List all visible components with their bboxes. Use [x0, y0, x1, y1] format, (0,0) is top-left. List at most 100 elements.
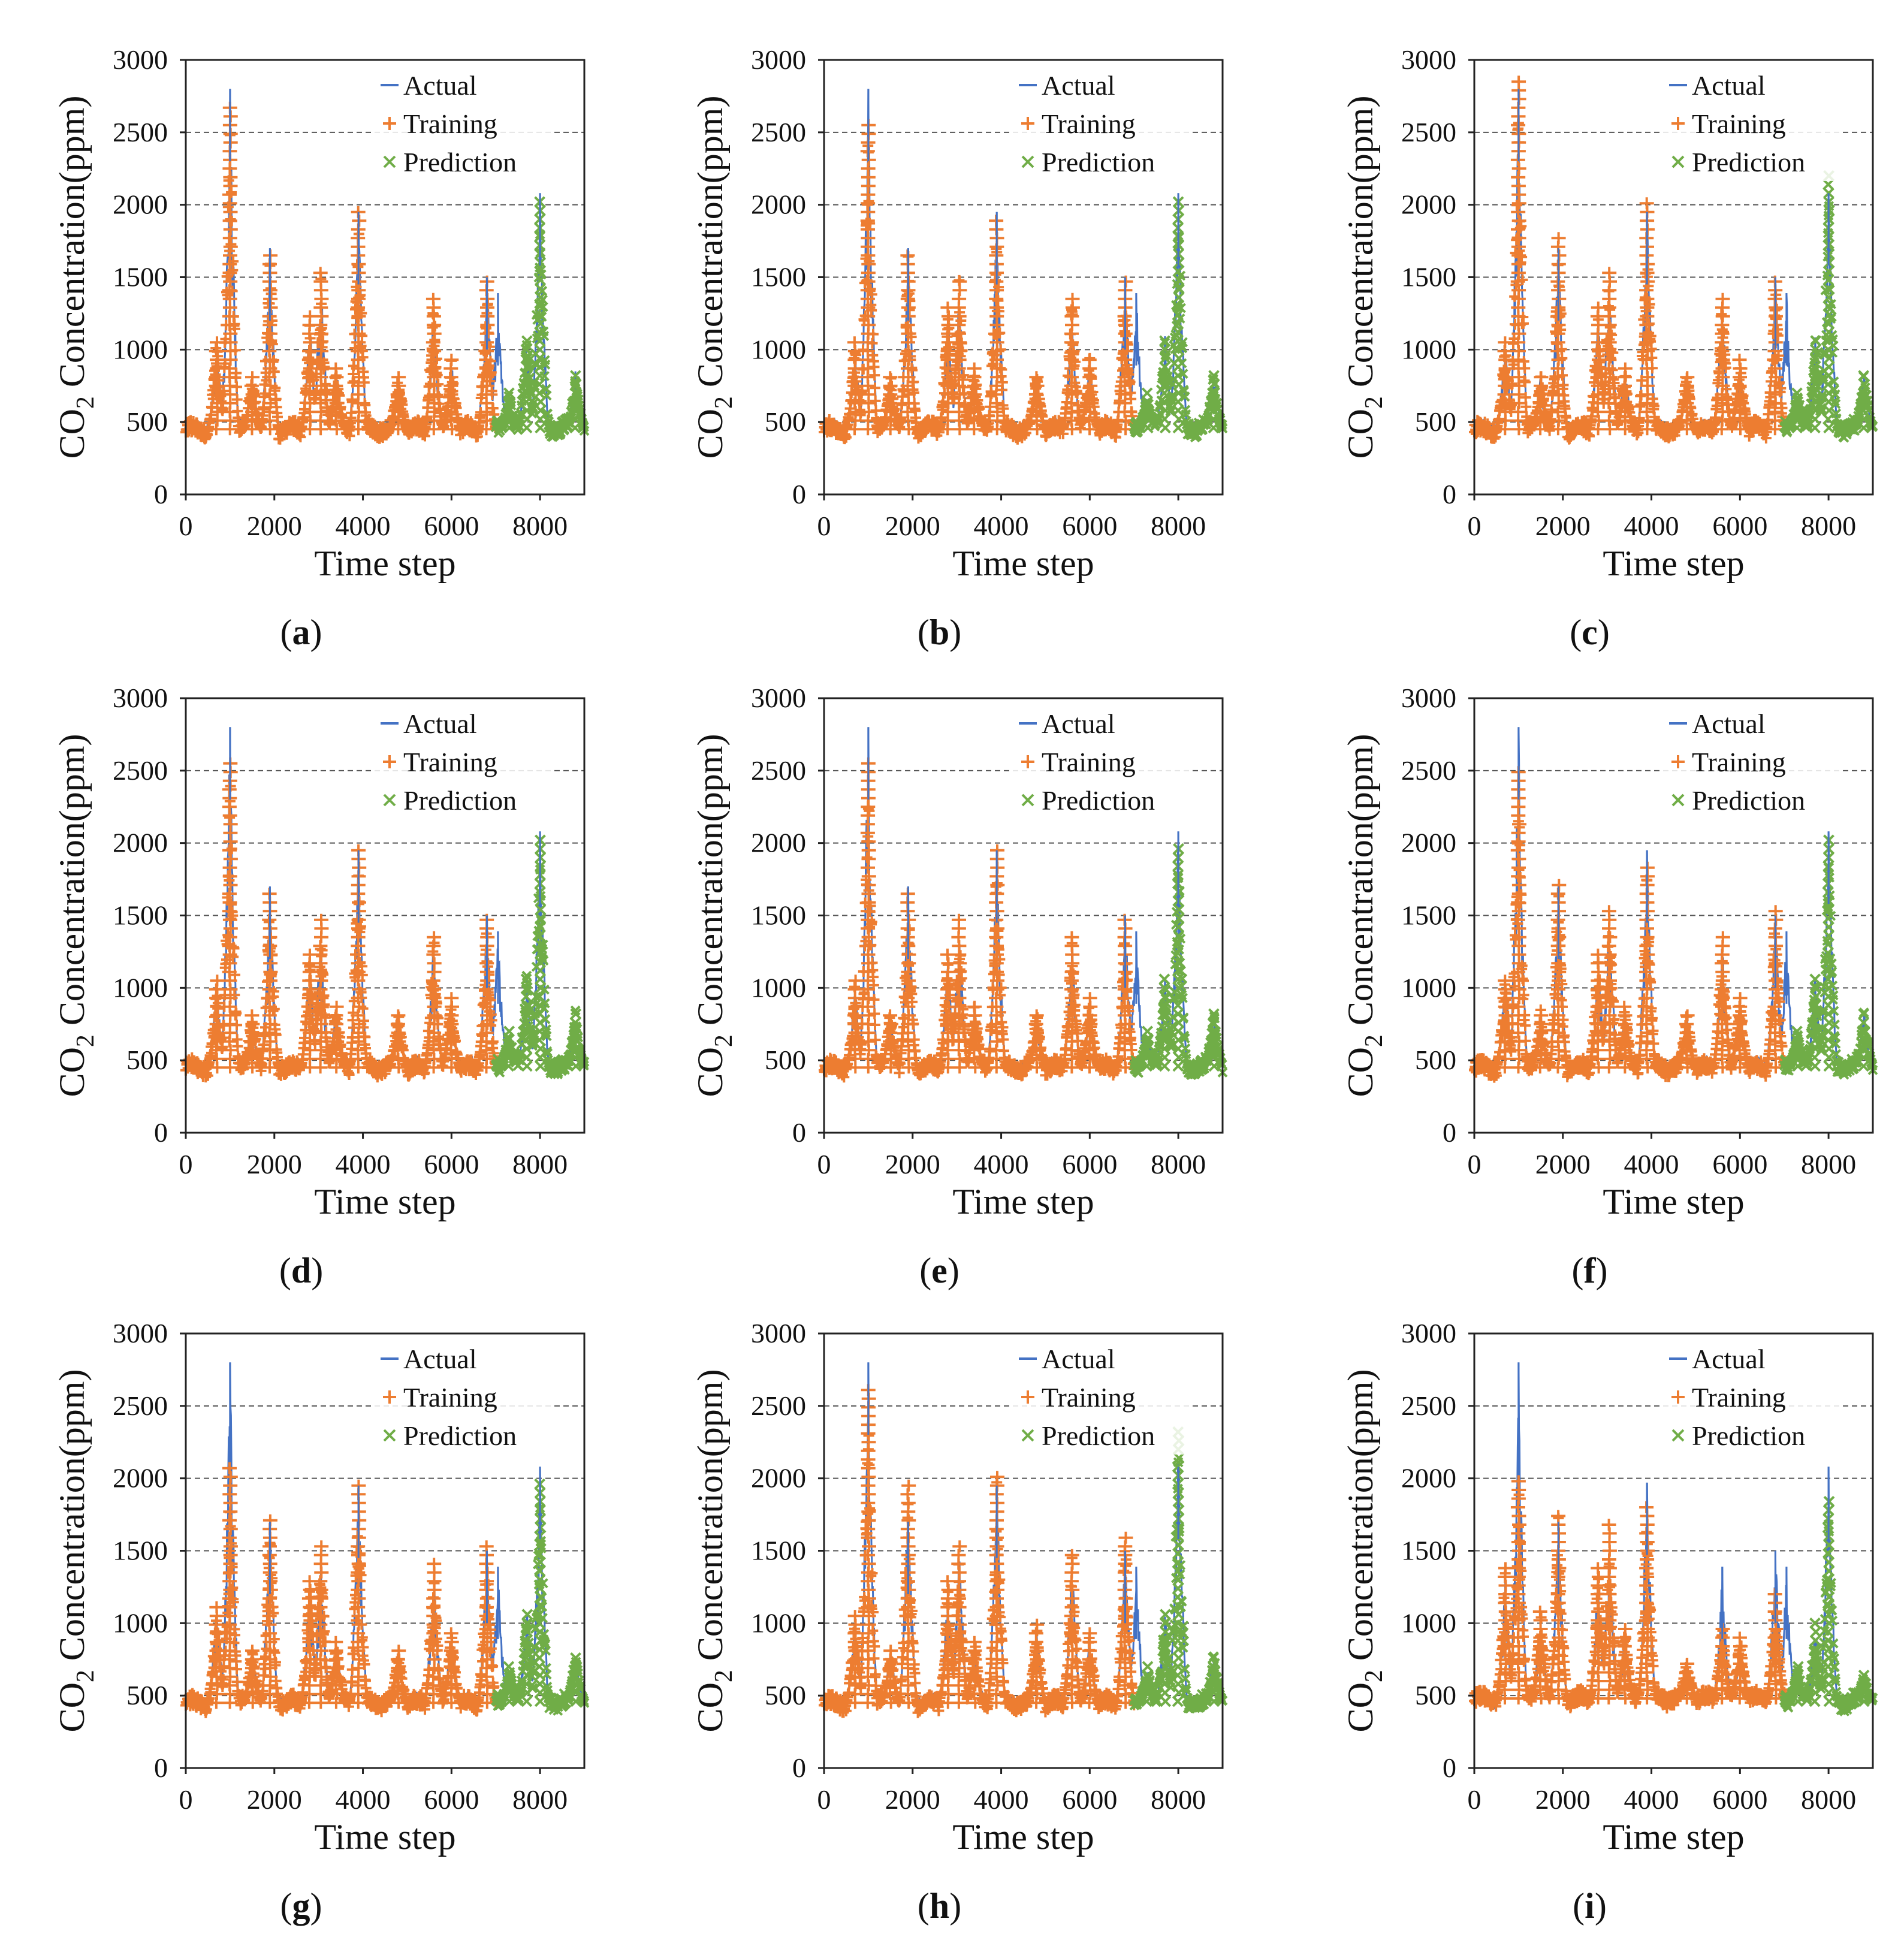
- legend-label-actual: Actual: [403, 708, 477, 739]
- y-tick-label: 2000: [1401, 828, 1456, 858]
- x-axis-label: Time step: [1603, 1182, 1744, 1221]
- legend-label-training: Training: [1692, 1382, 1786, 1413]
- y-axis-label: CO2 Concentration(ppm): [1341, 734, 1388, 1097]
- y-axis-label: CO2 Concentration(ppm): [690, 734, 738, 1097]
- panel-caption-close: ): [310, 1886, 322, 1926]
- y-tick-label: 500: [1415, 406, 1456, 437]
- panel-caption-close: ): [1595, 1251, 1607, 1290]
- y-tick-label: 2500: [113, 1390, 168, 1421]
- y-axis-label-rest: Concentration(ppm): [1341, 1369, 1380, 1670]
- y-tick-label: 1000: [751, 334, 806, 364]
- panel-caption-letter: i: [1585, 1886, 1595, 1926]
- y-tick-label: 1500: [113, 262, 168, 292]
- y-axis-label: CO2 Concentration(ppm): [690, 1369, 738, 1733]
- y-tick-label: 500: [126, 406, 168, 437]
- y-axis-label-subscript: 2: [1360, 1670, 1388, 1682]
- y-axis-label-rest: Concentration(ppm): [52, 96, 92, 397]
- y-axis-label-rest: Concentration(ppm): [1341, 734, 1380, 1035]
- x-tick-label: 0: [1468, 511, 1481, 541]
- panel-caption-open: (: [918, 613, 930, 652]
- x-tick-label: 2000: [1535, 1149, 1591, 1179]
- panel-caption-close: ): [949, 613, 961, 652]
- panel-caption-open: (: [918, 1886, 930, 1926]
- legend-label-prediction: Prediction: [1042, 147, 1155, 177]
- figure-panel-grid: 0500100015002000250030000 2000 4000 6000 800…: [0, 0, 1904, 1949]
- y-tick-label: 2500: [751, 117, 806, 147]
- x-tick-label: 2000: [885, 1784, 940, 1815]
- y-axis-label-subscript: 2: [710, 1670, 738, 1682]
- y-tick-label: 3000: [751, 1318, 806, 1348]
- x-tick-label: 8000: [1151, 511, 1206, 541]
- y-tick-label: 0: [1443, 479, 1456, 509]
- panel-caption-letter: d: [291, 1251, 311, 1290]
- y-tick-label: 0: [1443, 1752, 1456, 1783]
- panel-caption-close: ): [1598, 613, 1610, 652]
- y-axis-label: CO2 Concentration(ppm): [690, 96, 738, 459]
- panel-caption: (d): [279, 1251, 323, 1290]
- y-tick-label: 500: [765, 1680, 806, 1710]
- x-tick-label: 8000: [1801, 1784, 1856, 1815]
- x-tick-label: 0: [179, 1784, 193, 1815]
- x-tick-label: 8000: [512, 1784, 568, 1815]
- y-axis-label-subscript: 2: [1360, 1034, 1388, 1047]
- x-axis-label: Time step: [1603, 544, 1744, 583]
- chart-panel-a: 0500100015002000250030000 2000 4000 6000 800…: [52, 44, 589, 652]
- x-tick-label: 8000: [512, 1149, 568, 1179]
- panel-caption-letter: a: [292, 613, 310, 652]
- panel-caption: (i): [1573, 1886, 1607, 1926]
- y-tick-label: 3000: [113, 1318, 168, 1348]
- y-tick-label: 1500: [113, 1535, 168, 1566]
- legend-label-training: Training: [1042, 108, 1136, 139]
- y-axis-label-subscript: 2: [710, 1034, 738, 1047]
- y-tick-label: 1500: [751, 900, 806, 931]
- x-tick-label: 0: [1468, 1784, 1481, 1815]
- y-tick-label: 3000: [113, 44, 168, 75]
- y-axis-label-main: CO: [52, 1047, 92, 1097]
- chart-panel-c: 0 500 1000 1500 2000 2500 3000 0 2000 4000 6000 800…: [1341, 44, 1877, 652]
- x-tick-label: 6000: [1712, 511, 1767, 541]
- chart-panel-d: 0500100015002000250030000 2000 4000 6000 800…: [52, 683, 589, 1290]
- y-tick-label: 1000: [751, 1607, 806, 1638]
- legend-label-training: Training: [403, 108, 497, 139]
- y-tick-label: 2000: [751, 189, 806, 220]
- chart-panel-g: 0500100015002000250030000 2000 4000 6000 800…: [52, 1318, 589, 1926]
- y-axis-label-main: CO: [690, 1682, 730, 1732]
- x-axis-label: Time step: [952, 1182, 1094, 1221]
- x-axis-label: Time step: [952, 1817, 1094, 1857]
- y-tick-label: 1000: [1401, 1607, 1456, 1638]
- y-axis-label-main: CO: [52, 409, 92, 458]
- y-axis-label-main: CO: [52, 1682, 92, 1732]
- x-tick-label: 4000: [336, 1149, 391, 1179]
- x-tick-label: 8000: [512, 511, 568, 541]
- y-axis-label-subscript: 2: [710, 396, 738, 409]
- x-tick-label: 6000: [1062, 1784, 1117, 1815]
- legend-label-prediction: Prediction: [403, 147, 517, 177]
- panel-caption-close: ): [948, 1251, 959, 1290]
- y-axis-label-rest: Concentration(ppm): [690, 734, 730, 1035]
- legend-label-actual: Actual: [1042, 70, 1115, 101]
- legend-label-actual: Actual: [1042, 1344, 1115, 1374]
- y-axis-label: CO2 Concentration(ppm): [52, 1369, 99, 1733]
- chart-panel-e: 0500100015002000250030000 2000 4000 6000 800…: [690, 683, 1227, 1290]
- x-axis-label: Time step: [314, 1817, 455, 1857]
- y-axis-label: CO2 Concentration(ppm): [52, 734, 99, 1097]
- legend-label-prediction: Prediction: [403, 785, 517, 816]
- panel-caption-letter: h: [930, 1886, 949, 1926]
- legend-label-training: Training: [403, 1382, 497, 1413]
- y-tick-label: 0: [154, 1117, 168, 1148]
- panel-caption-letter: e: [931, 1251, 948, 1290]
- panel-caption-open: (: [280, 613, 292, 652]
- y-tick-label: 2000: [751, 828, 806, 858]
- legend-label-actual: Actual: [403, 1344, 477, 1374]
- y-tick-label: 2000: [1401, 1463, 1456, 1494]
- x-tick-label: 4000: [1624, 1149, 1679, 1179]
- y-tick-label: 2500: [751, 1390, 806, 1421]
- panel-caption: (b): [918, 613, 961, 652]
- y-axis-label-rest: Concentration(ppm): [52, 1369, 92, 1670]
- x-tick-label: 8000: [1151, 1784, 1206, 1815]
- x-axis-label: Time step: [314, 1182, 455, 1221]
- y-tick-label: 0: [792, 1117, 806, 1148]
- y-tick-label: 0: [154, 479, 168, 509]
- x-tick-label: 0: [179, 1149, 193, 1179]
- y-axis-label-rest: Concentration(ppm): [690, 96, 730, 397]
